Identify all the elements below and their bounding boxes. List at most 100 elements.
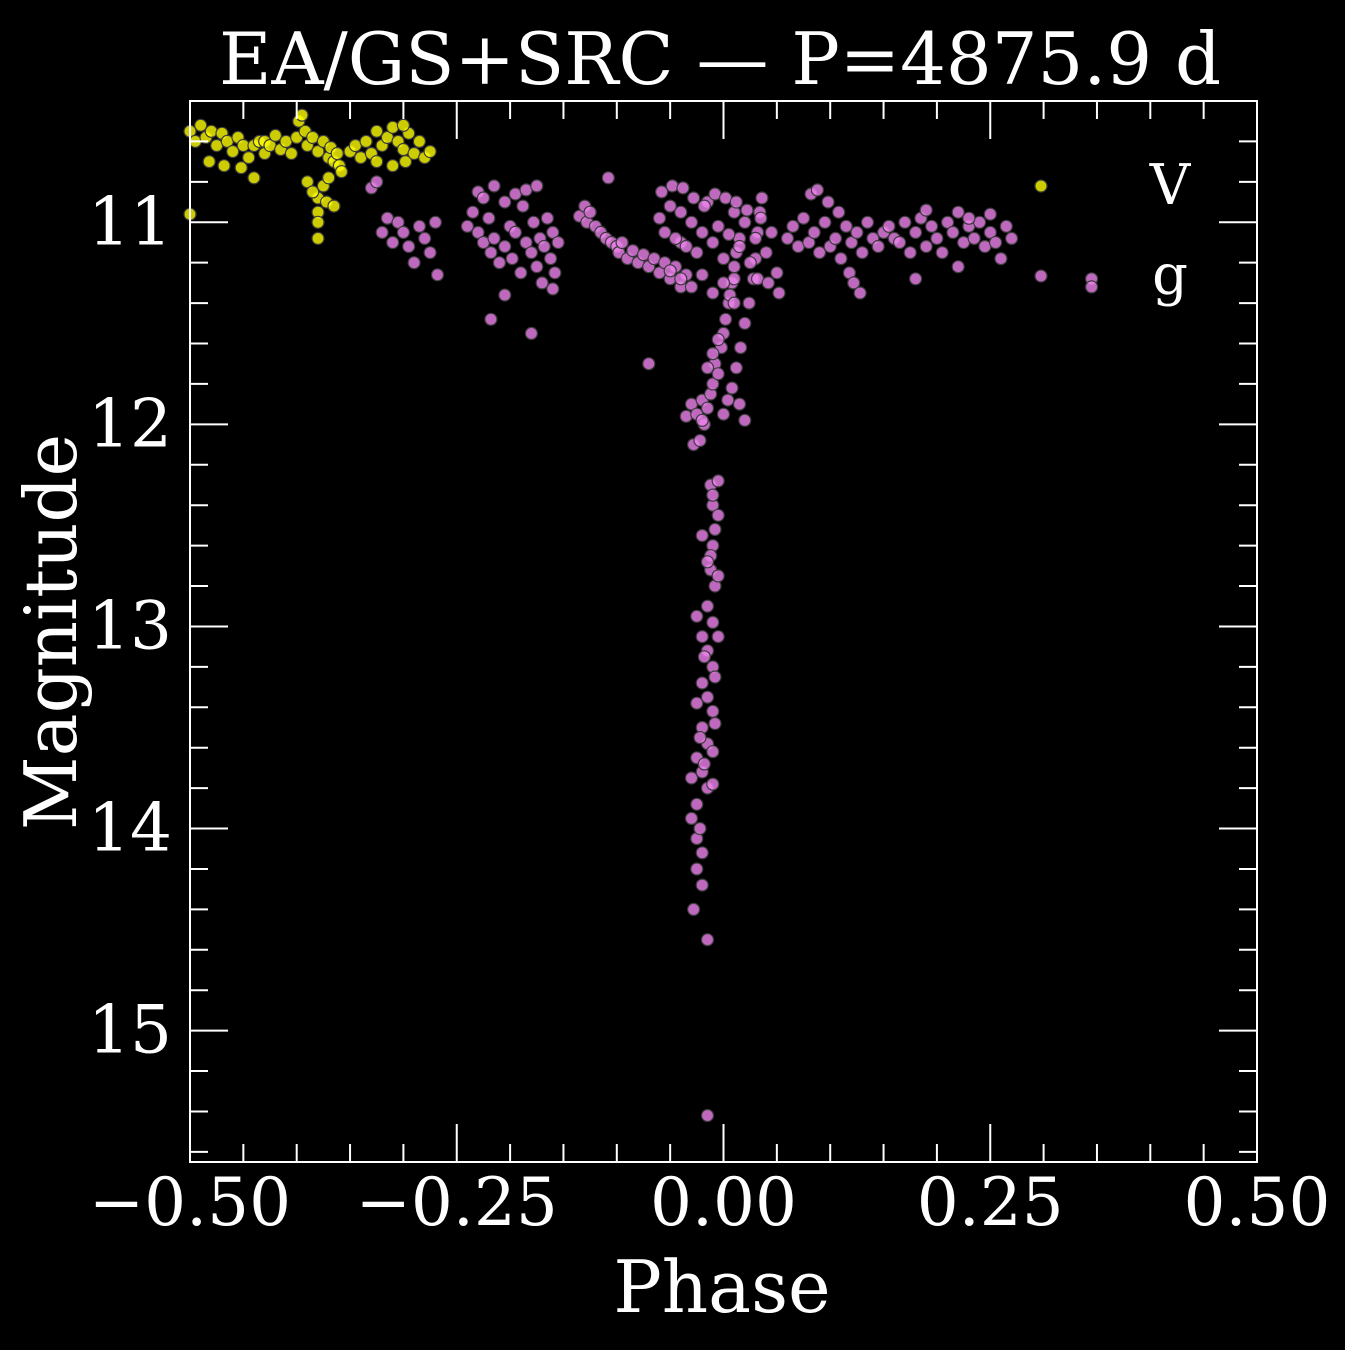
data-point-g: [695, 846, 709, 860]
data-point-g: [738, 316, 752, 330]
data-point-V: [398, 155, 413, 169]
data-point-g: [679, 409, 693, 423]
data-point-V: [247, 171, 261, 185]
data-point-g: [697, 650, 711, 664]
data-point-g: [658, 225, 672, 239]
data-point-g: [935, 246, 949, 260]
data-point-g: [882, 219, 896, 233]
data-point-g: [412, 219, 426, 233]
data-points: [183, 108, 1099, 1123]
legend-label-V: V: [1149, 153, 1192, 218]
data-point-g: [834, 252, 848, 266]
data-point-g: [764, 225, 779, 239]
data-point-g: [700, 1108, 715, 1123]
x-tick-label: −0.25: [356, 1164, 558, 1241]
data-point-g: [898, 215, 912, 229]
data-point-V: [311, 144, 325, 159]
data-point-g: [693, 433, 707, 448]
x-tick-labels: −0.50 −0.25 0.00 0.25 0.50: [89, 1164, 1331, 1241]
data-point-g: [466, 205, 480, 219]
data-point-g: [812, 246, 827, 260]
data-point-g: [754, 211, 768, 225]
data-point-g: [642, 357, 656, 371]
data-point-g: [695, 268, 709, 282]
data-point-g: [711, 367, 725, 381]
data-point-g: [860, 215, 875, 229]
data-point-g: [706, 777, 720, 791]
x-tick-label: 0.00: [650, 1164, 797, 1241]
data-point-g: [695, 676, 709, 690]
data-point-g: [711, 569, 725, 583]
data-point-g: [695, 225, 709, 239]
y-tick-label: 15: [88, 992, 172, 1069]
data-point-g: [711, 474, 725, 488]
data-point-V: [359, 134, 373, 148]
data-point-V: [396, 118, 410, 132]
data-point-g: [839, 219, 853, 233]
data-point-g: [940, 215, 955, 229]
data-point-g: [770, 266, 784, 280]
data-point-g: [498, 288, 512, 302]
legend-marker-g: [1034, 269, 1048, 283]
data-point-g: [535, 276, 549, 290]
data-point-g: [853, 286, 867, 300]
data-point-g: [684, 771, 699, 785]
data-point-g: [903, 246, 917, 260]
data-point-g: [946, 225, 960, 239]
data-point-g: [844, 235, 859, 250]
axis-ticks: [189, 100, 1258, 1162]
data-point-g: [482, 211, 496, 225]
data-point-g: [695, 528, 709, 543]
data-point-g: [391, 215, 405, 229]
data-point-g: [780, 231, 795, 245]
data-point-g: [706, 235, 720, 250]
data-point-g: [652, 211, 667, 225]
data-point-g: [711, 508, 725, 522]
data-point-g: [725, 381, 739, 395]
data-point-V: [322, 171, 336, 185]
data-point-g: [546, 225, 560, 239]
data-point-g: [484, 246, 498, 260]
data-point-V: [284, 146, 298, 161]
data-point-g: [492, 256, 506, 270]
data-point-g: [396, 225, 410, 239]
data-point-g: [919, 203, 933, 217]
data-point-V: [330, 146, 344, 161]
data-point-g: [706, 286, 720, 300]
data-point-g: [537, 239, 551, 254]
data-point-g: [695, 413, 709, 427]
data-point-g: [732, 397, 747, 411]
data-point-g: [370, 175, 384, 189]
data-point-g: [418, 231, 432, 245]
data-point-g: [668, 231, 683, 245]
data-point-g: [716, 252, 731, 266]
data-point-g: [693, 730, 707, 745]
data-point-g: [700, 599, 715, 613]
data-point-g: [930, 231, 944, 245]
data-point-g: [711, 219, 725, 233]
data-point-g: [999, 219, 1013, 233]
data-point-g: [684, 280, 699, 294]
chart-title: EA/GS+SRC — P=4875.9 d: [219, 17, 1221, 101]
data-point-g: [690, 696, 704, 710]
data-point-g: [706, 615, 720, 630]
data-point-g: [375, 225, 389, 239]
data-point-g: [548, 266, 562, 280]
data-point-g: [407, 256, 421, 270]
data-point-g: [601, 171, 615, 185]
data-point-g: [742, 296, 756, 310]
data-point-g: [761, 276, 775, 290]
data-point-g: [832, 205, 846, 219]
y-tick-label: 12: [88, 385, 172, 462]
data-point-g: [700, 361, 715, 375]
data-point-g: [690, 862, 704, 876]
data-point-g: [892, 235, 907, 250]
data-point-g: [693, 821, 707, 836]
data-point-g: [583, 205, 597, 219]
data-point-g: [855, 246, 869, 260]
data-point-V: [334, 165, 349, 179]
data-point-g: [706, 745, 720, 759]
data-point-g: [721, 393, 735, 407]
data-point-g: [718, 312, 733, 326]
